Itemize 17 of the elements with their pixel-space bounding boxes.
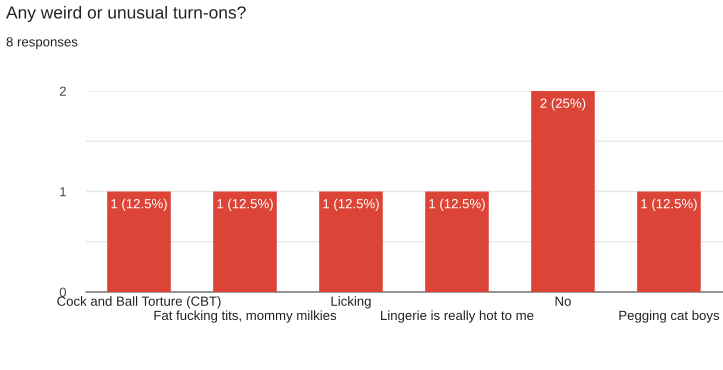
x-tick-label: No <box>556 296 571 306</box>
y-tick-label: 2 <box>60 86 66 96</box>
data-label: 1 (12.5%) <box>641 198 697 211</box>
data-label: 1 (12.5%) <box>217 198 273 211</box>
chart-subtitle: 8 responses <box>6 37 78 50</box>
data-label: 1 (12.5%) <box>323 198 379 211</box>
data-label: 1 (12.5%) <box>111 198 167 211</box>
x-tick-label: Pegging cat boys <box>619 310 720 323</box>
x-tick-label: Lingerie is really hot to me <box>381 310 534 323</box>
y-tick-label: 1 <box>60 187 66 196</box>
x-tick-label: Fat fucking tits, mommy milkies <box>154 310 336 323</box>
data-label: 2 (25%) <box>540 98 586 110</box>
y-tick-label: 0 <box>60 288 66 297</box>
data-label: 1 (12.5%) <box>429 198 485 211</box>
x-tick-label: Cock and Ball Torture (CBT) <box>57 296 221 308</box>
chart-title: Any weird or unusual turn-ons? <box>6 6 246 22</box>
x-tick-label: Licking <box>332 296 371 308</box>
